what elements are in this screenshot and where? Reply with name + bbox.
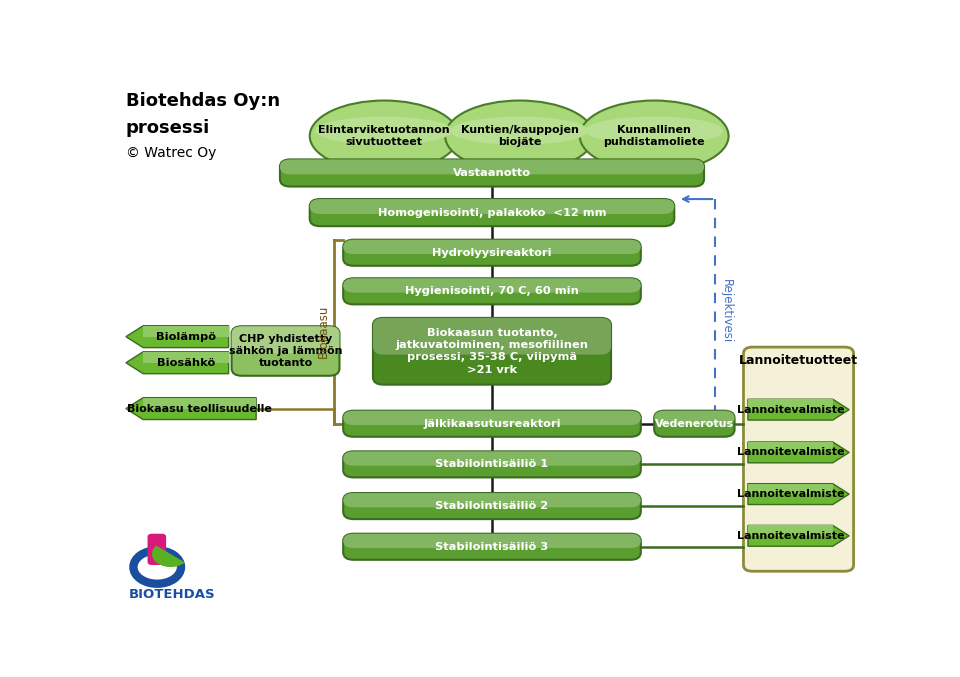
Ellipse shape xyxy=(445,100,594,171)
Text: Stabilointisäiliö 1: Stabilointisäiliö 1 xyxy=(436,460,548,469)
Ellipse shape xyxy=(315,116,453,145)
Polygon shape xyxy=(748,442,849,463)
FancyBboxPatch shape xyxy=(310,199,674,214)
FancyBboxPatch shape xyxy=(372,318,611,355)
FancyBboxPatch shape xyxy=(148,533,166,565)
Text: Stabilointisäiliö 2: Stabilointisäiliö 2 xyxy=(436,501,548,511)
Text: Kunnallinen
puhdistamoliete: Kunnallinen puhdistamoliete xyxy=(604,125,705,147)
FancyBboxPatch shape xyxy=(344,493,641,519)
FancyBboxPatch shape xyxy=(310,199,674,226)
FancyBboxPatch shape xyxy=(231,326,340,376)
Text: Homogenisointi, palakoko  <12 mm: Homogenisointi, palakoko <12 mm xyxy=(377,208,607,217)
Polygon shape xyxy=(748,525,832,536)
Text: Lannoitetuotteet: Lannoitetuotteet xyxy=(739,353,858,367)
Polygon shape xyxy=(748,399,849,420)
FancyBboxPatch shape xyxy=(654,411,734,425)
Text: Stabilointisäiliö 3: Stabilointisäiliö 3 xyxy=(436,542,548,552)
FancyBboxPatch shape xyxy=(743,347,853,571)
FancyBboxPatch shape xyxy=(344,452,641,477)
FancyBboxPatch shape xyxy=(344,452,641,466)
Text: prosessi: prosessi xyxy=(126,118,210,137)
FancyBboxPatch shape xyxy=(654,411,734,437)
Text: Jälkikaasutusreaktori: Jälkikaasutusreaktori xyxy=(423,419,561,429)
Text: Biotehdas Oy:n: Biotehdas Oy:n xyxy=(126,91,280,110)
Text: Biokaasu: Biokaasu xyxy=(318,305,330,358)
FancyBboxPatch shape xyxy=(344,411,641,425)
Polygon shape xyxy=(143,326,228,336)
Ellipse shape xyxy=(580,100,729,171)
FancyBboxPatch shape xyxy=(280,159,704,187)
Text: Hydrolyysireaktori: Hydrolyysireaktori xyxy=(432,248,552,258)
Text: Biokaasun tuotanto,
jatkuvatoiminen, mesofiilinen
prosessi, 35-38 C, viipymä
>21: Biokaasun tuotanto, jatkuvatoiminen, mes… xyxy=(396,328,588,375)
Polygon shape xyxy=(748,483,849,504)
FancyBboxPatch shape xyxy=(344,240,641,266)
Text: Elintarviketuotannon
sivutuotteet: Elintarviketuotannon sivutuotteet xyxy=(319,125,450,147)
FancyBboxPatch shape xyxy=(344,278,641,305)
Polygon shape xyxy=(748,525,849,546)
FancyBboxPatch shape xyxy=(344,240,641,254)
Polygon shape xyxy=(126,326,228,347)
FancyBboxPatch shape xyxy=(231,326,340,353)
Text: Lannoitevalmiste: Lannoitevalmiste xyxy=(736,405,844,414)
Wedge shape xyxy=(152,546,185,567)
Text: CHP yhdistetty
sähkön ja lämmön
tuotanto: CHP yhdistetty sähkön ja lämmön tuotanto xyxy=(228,334,343,368)
FancyBboxPatch shape xyxy=(344,278,641,292)
FancyBboxPatch shape xyxy=(344,493,641,507)
Polygon shape xyxy=(126,352,228,374)
Text: Rejektivesi: Rejektivesi xyxy=(720,280,732,343)
Text: Biosähkö: Biosähkö xyxy=(156,357,215,368)
FancyBboxPatch shape xyxy=(372,318,611,385)
Text: Biolämpö: Biolämpö xyxy=(156,332,216,342)
Polygon shape xyxy=(143,397,256,409)
Text: BIOTEHDAS: BIOTEHDAS xyxy=(129,588,216,600)
FancyBboxPatch shape xyxy=(344,411,641,437)
Text: Biokaasu teollisuudelle: Biokaasu teollisuudelle xyxy=(128,403,272,414)
Text: Vedenerotus: Vedenerotus xyxy=(655,419,734,429)
Polygon shape xyxy=(748,483,832,494)
Text: Lannoitevalmiste: Lannoitevalmiste xyxy=(736,447,844,458)
Ellipse shape xyxy=(310,100,459,171)
Text: Lannoitevalmiste: Lannoitevalmiste xyxy=(736,489,844,499)
Ellipse shape xyxy=(450,116,588,145)
Ellipse shape xyxy=(586,116,723,145)
FancyBboxPatch shape xyxy=(280,160,704,175)
Polygon shape xyxy=(748,399,832,410)
FancyBboxPatch shape xyxy=(344,533,641,548)
Polygon shape xyxy=(748,442,832,452)
Text: Lannoitevalmiste: Lannoitevalmiste xyxy=(736,531,844,541)
FancyBboxPatch shape xyxy=(344,533,641,560)
Polygon shape xyxy=(126,397,256,420)
Text: Kuntien/kauppojen
biojäte: Kuntien/kauppojen biojäte xyxy=(461,125,579,147)
Text: Vastaanotto: Vastaanotto xyxy=(453,168,531,178)
Text: © Watrec Oy: © Watrec Oy xyxy=(126,146,216,160)
Text: Hygienisointi, 70 C, 60 min: Hygienisointi, 70 C, 60 min xyxy=(405,286,579,297)
Polygon shape xyxy=(143,352,228,363)
